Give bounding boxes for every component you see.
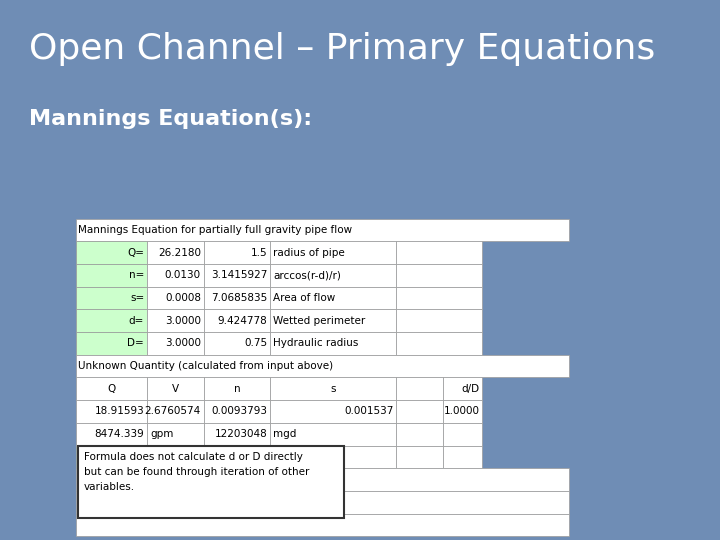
Bar (271, 287, 396, 309)
Text: Q: Q (107, 384, 115, 394)
Bar (396, 309, 482, 332)
Bar (76, 264, 147, 287)
Bar (204, 241, 271, 264)
Bar (396, 264, 482, 287)
Bar (76, 309, 147, 332)
Bar (147, 287, 204, 309)
Text: Mannings Equation for partially full gravity pipe flow: Mannings Equation for partially full gra… (78, 225, 353, 235)
Text: 9.424778: 9.424778 (217, 316, 268, 326)
Bar (76, 423, 147, 445)
Bar (396, 377, 443, 400)
Bar (396, 400, 443, 423)
Bar (271, 400, 396, 423)
Bar (271, 309, 396, 332)
Bar (76, 377, 147, 400)
Bar (443, 377, 482, 400)
Text: d/D: d/D (462, 384, 480, 394)
Bar (147, 264, 204, 287)
Bar (147, 377, 204, 400)
Bar (396, 446, 443, 468)
Bar (76, 241, 147, 264)
Bar (204, 332, 271, 355)
Bar (147, 400, 204, 423)
Bar (271, 423, 396, 445)
Text: 0.001537: 0.001537 (344, 407, 393, 416)
Text: Formula does not calculate d or D directly
but can be found through iteration of: Formula does not calculate d or D direct… (84, 452, 309, 491)
Bar (271, 377, 396, 400)
Bar (204, 287, 271, 309)
Text: 3.0000: 3.0000 (165, 339, 201, 348)
Bar (76, 514, 569, 536)
Text: 3.0000: 3.0000 (165, 316, 201, 326)
Bar (76, 332, 147, 355)
Bar (147, 446, 204, 468)
Bar (204, 309, 271, 332)
Bar (443, 423, 482, 445)
Bar (204, 446, 271, 468)
Text: Area of flow: Area of flow (274, 293, 336, 303)
Text: 0.0093793: 0.0093793 (212, 407, 268, 416)
Text: n: n (234, 384, 240, 394)
Text: Open Channel – Primary Equations: Open Channel – Primary Equations (29, 32, 655, 65)
Bar (147, 332, 204, 355)
Bar (204, 264, 271, 287)
Text: arccos(r-d)/r): arccos(r-d)/r) (274, 271, 341, 280)
Text: 7.0685835: 7.0685835 (211, 293, 268, 303)
Text: 26.2180: 26.2180 (158, 248, 201, 258)
Bar (76, 446, 147, 468)
Text: d=: d= (129, 316, 144, 326)
Text: 0.0130: 0.0130 (165, 271, 201, 280)
Bar (76, 287, 147, 309)
Text: s: s (330, 384, 336, 394)
Text: Hydraulic radius: Hydraulic radius (274, 339, 359, 348)
Bar (204, 377, 271, 400)
Bar (271, 446, 396, 468)
Text: 0.75: 0.75 (244, 339, 268, 348)
Text: 3.1415927: 3.1415927 (211, 271, 268, 280)
Bar (147, 423, 204, 445)
Text: Unknown Quantity (calculated from input above): Unknown Quantity (calculated from input … (78, 361, 333, 371)
Bar (396, 423, 443, 445)
Text: Data input: Data input (150, 452, 205, 462)
Bar (147, 241, 204, 264)
Bar (396, 287, 482, 309)
Bar (396, 332, 482, 355)
Bar (76, 468, 569, 491)
Text: gpm: gpm (150, 429, 174, 439)
Text: 1.5: 1.5 (251, 248, 268, 258)
Bar (443, 400, 482, 423)
Bar (76, 491, 569, 514)
Text: D=: D= (127, 339, 144, 348)
Bar (78, 446, 344, 518)
Bar (204, 423, 271, 445)
Text: Mannings Equation(s):: Mannings Equation(s): (29, 109, 312, 129)
Bar (396, 241, 482, 264)
Bar (271, 332, 396, 355)
Bar (443, 446, 482, 468)
Text: 1.0000: 1.0000 (444, 407, 480, 416)
Text: Wetted perimeter: Wetted perimeter (274, 316, 366, 326)
Bar (76, 355, 569, 377)
Text: Q=: Q= (127, 248, 144, 258)
Text: 2.6760574: 2.6760574 (145, 407, 201, 416)
Bar (147, 309, 204, 332)
Text: mgd: mgd (274, 429, 297, 439)
Text: radius of pipe: radius of pipe (274, 248, 345, 258)
Bar (76, 400, 147, 423)
Text: 18.91593: 18.91593 (94, 407, 144, 416)
Text: n=: n= (129, 271, 144, 280)
Bar (204, 400, 271, 423)
Bar (271, 264, 396, 287)
Text: s=: s= (130, 293, 144, 303)
Text: V: V (172, 384, 179, 394)
Bar (271, 241, 396, 264)
Text: 12203048: 12203048 (215, 429, 268, 439)
Text: 0.0008: 0.0008 (165, 293, 201, 303)
Text: 8474.339: 8474.339 (94, 429, 144, 439)
Bar (76, 219, 569, 241)
